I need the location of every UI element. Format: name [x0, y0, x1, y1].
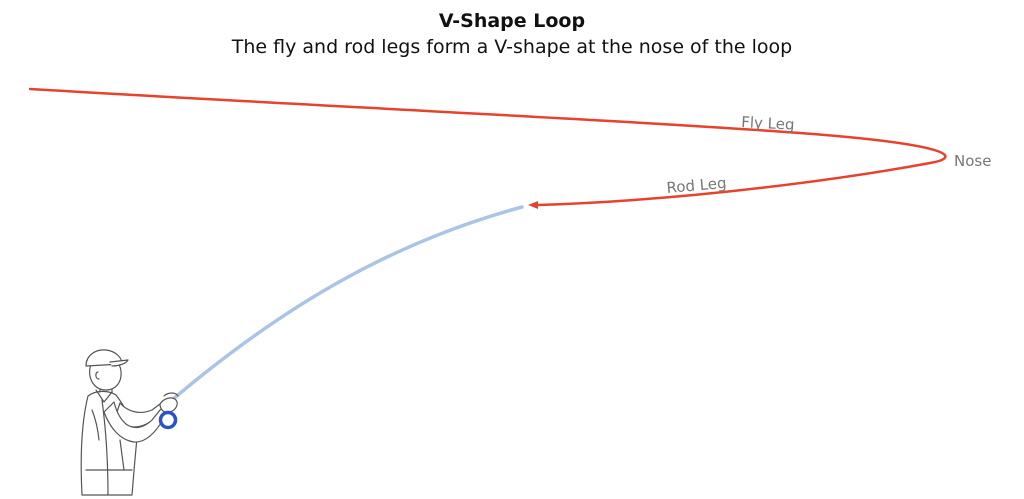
fly-rod [170, 205, 524, 402]
fly-line-loop [28, 87, 947, 207]
rod-leg-arrow-icon [528, 201, 538, 209]
header: V-Shape Loop The fly and rod legs form a… [0, 8, 1024, 60]
nose-label: Nose [954, 152, 991, 170]
diagram-subtitle: The fly and rod legs form a V-shape at t… [231, 36, 793, 58]
fly-fisherman-illustration [80, 349, 179, 496]
fly-leg-label: Fly Leg [741, 113, 795, 134]
reel-icon [158, 410, 178, 430]
rod-leg-label: Rod Leg [666, 174, 727, 197]
diagram-title: V-Shape Loop [438, 10, 586, 32]
